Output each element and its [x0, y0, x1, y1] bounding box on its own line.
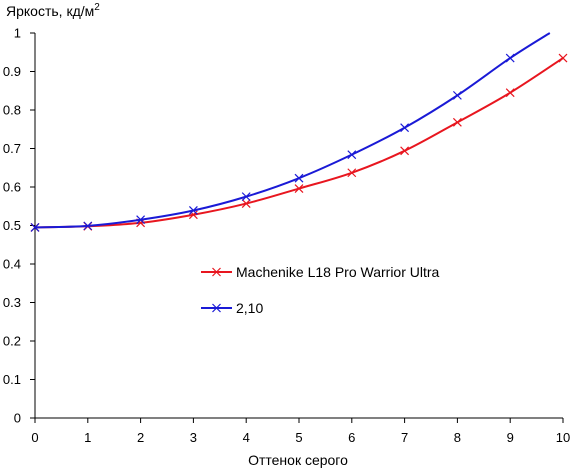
y-tick-label: 1: [14, 26, 21, 41]
x-tick-label: 0: [31, 430, 38, 445]
marker-stroke: [212, 303, 221, 313]
legend-label: 2,10: [236, 300, 263, 316]
data-point: [136, 215, 146, 225]
series-1: [30, 53, 568, 232]
x-tick-label: 5: [295, 430, 302, 445]
data-point: [347, 150, 357, 160]
marker-stroke: [400, 146, 410, 156]
marker-stroke: [558, 53, 568, 63]
marker-stroke: [83, 221, 93, 231]
marker-stroke: [347, 150, 357, 160]
marker-stroke: [241, 192, 251, 202]
y-tick-label: 0.6: [3, 180, 21, 195]
data-point: [241, 199, 251, 208]
x-tick-label: 8: [454, 430, 461, 445]
y-tick-label: 0.1: [3, 372, 21, 387]
legend-item-1: Machenike L18 Pro Warrior Ultra: [201, 264, 440, 280]
y-tick-label: 0.7: [3, 141, 21, 156]
legend-swatch-marker: [212, 303, 221, 313]
y-tick-label: 0: [14, 411, 21, 426]
marker-stroke: [30, 223, 40, 232]
marker-stroke: [136, 215, 146, 225]
data-point: [294, 184, 304, 193]
marker-stroke: [188, 210, 198, 220]
marker-stroke: [347, 168, 357, 178]
y-axis-ticks: 0 0.1 0.2 0.3 0.4 0.5 0.6 0.7 0.8 0.9 1: [3, 26, 35, 426]
marker-stroke: [452, 117, 462, 127]
series-line: [34, 32, 551, 229]
x-tick-label: 10: [556, 430, 570, 445]
marker-stroke: [241, 199, 251, 208]
x-axis-title: Оттенок серого: [248, 452, 348, 468]
series-group: [30, 32, 568, 232]
data-point: [558, 53, 568, 63]
data-point: [294, 173, 304, 183]
x-tick-label: 7: [401, 430, 408, 445]
legend: Machenike L18 Pro Warrior Ultra 2,10: [201, 264, 440, 316]
data-point: [241, 192, 251, 202]
data-point: [452, 117, 462, 127]
marker-stroke: [212, 267, 221, 277]
x-tick-label: 6: [348, 430, 355, 445]
svg-text:Яркость, кд/м2: Яркость, кд/м2: [6, 2, 100, 19]
y-tick-label: 0.2: [3, 334, 21, 349]
data-point: [30, 223, 40, 232]
marker-stroke: [294, 173, 304, 183]
y-tick-label: 0.8: [3, 103, 21, 118]
y-tick-label: 0.9: [3, 64, 21, 79]
y-axis-title: Яркость, кд/м2: [6, 2, 100, 19]
x-tick-label: 2: [137, 430, 144, 445]
y-tick-label: 0.3: [3, 295, 21, 310]
marker-stroke: [400, 123, 410, 133]
x-tick-label: 4: [243, 430, 250, 445]
legend-swatch-marker: [212, 267, 221, 277]
y-tick-label: 0.5: [3, 218, 21, 233]
legend-item-2: 2,10: [201, 300, 263, 316]
series-2: [30, 32, 551, 232]
x-tick-label: 1: [84, 430, 91, 445]
data-point: [452, 90, 462, 100]
data-point: [83, 221, 93, 231]
marker-stroke: [505, 88, 515, 98]
x-tick-label: 3: [190, 430, 197, 445]
data-point: [505, 88, 515, 98]
x-axis-ticks: 0 1 2 3 4 5 6 7 8 9 10: [31, 418, 570, 445]
y-axis-title-text: Яркость, кд/м: [6, 3, 94, 19]
data-point: [505, 53, 515, 63]
marker-stroke: [452, 90, 462, 100]
y-axis-title-superscript: 2: [94, 2, 100, 13]
data-point: [188, 206, 198, 215]
marker-stroke: [188, 206, 198, 215]
legend-label: Machenike L18 Pro Warrior Ultra: [236, 264, 440, 280]
y-tick-label: 0.4: [3, 257, 21, 272]
x-tick-label: 9: [507, 430, 514, 445]
series-line: [34, 57, 564, 229]
marker-stroke: [505, 53, 515, 63]
data-point: [400, 123, 410, 133]
data-point: [347, 168, 357, 178]
data-point: [400, 146, 410, 156]
marker-stroke: [294, 184, 304, 193]
